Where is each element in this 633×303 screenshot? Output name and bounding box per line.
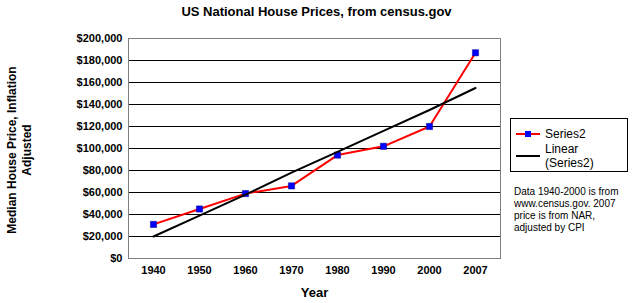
svg-text:1970: 1970 — [279, 264, 303, 276]
svg-text:$0: $0 — [110, 252, 122, 264]
html-text:Median House Price, Inflation: Median House Price, Inflation Adjusted — [5, 66, 34, 234]
svg-text:$40,000: $40,000 — [83, 208, 123, 220]
svg-text:$180,000: $180,000 — [77, 54, 123, 66]
svg-text:1980: 1980 — [325, 264, 349, 276]
svg-text:$80,000: $80,000 — [83, 164, 123, 176]
svg-text:$60,000: $60,000 — [83, 186, 123, 198]
svg-text:$140,000: $140,000 — [77, 98, 123, 110]
svg-text:1960: 1960 — [233, 264, 257, 276]
svg-text:2007: 2007 — [463, 264, 487, 276]
html-text:Linear (Series2): Linear (Series2) — [545, 142, 594, 170]
svg-text:$200,000: $200,000 — [77, 32, 123, 44]
svg-text:$120,000: $120,000 — [77, 120, 123, 132]
svg-text:2000: 2000 — [417, 264, 441, 276]
svg-text:$100,000: $100,000 — [77, 142, 123, 154]
svg-text:$20,000: $20,000 — [83, 230, 123, 242]
svg-text:1950: 1950 — [187, 264, 211, 276]
html-text:Data 1940-2000 is from www.cen: Data 1940-2000 is from www.census.gov. 2… — [514, 186, 619, 233]
svg-text:1940: 1940 — [141, 264, 165, 276]
svg-text:1990: 1990 — [371, 264, 395, 276]
svg-text:Year: Year — [301, 285, 328, 300]
html-text:Series2: Series2 — [545, 127, 586, 141]
html-text:US National House Prices, from: US National House Prices, from census.go… — [181, 4, 452, 19]
svg-text:$160,000: $160,000 — [77, 76, 123, 88]
